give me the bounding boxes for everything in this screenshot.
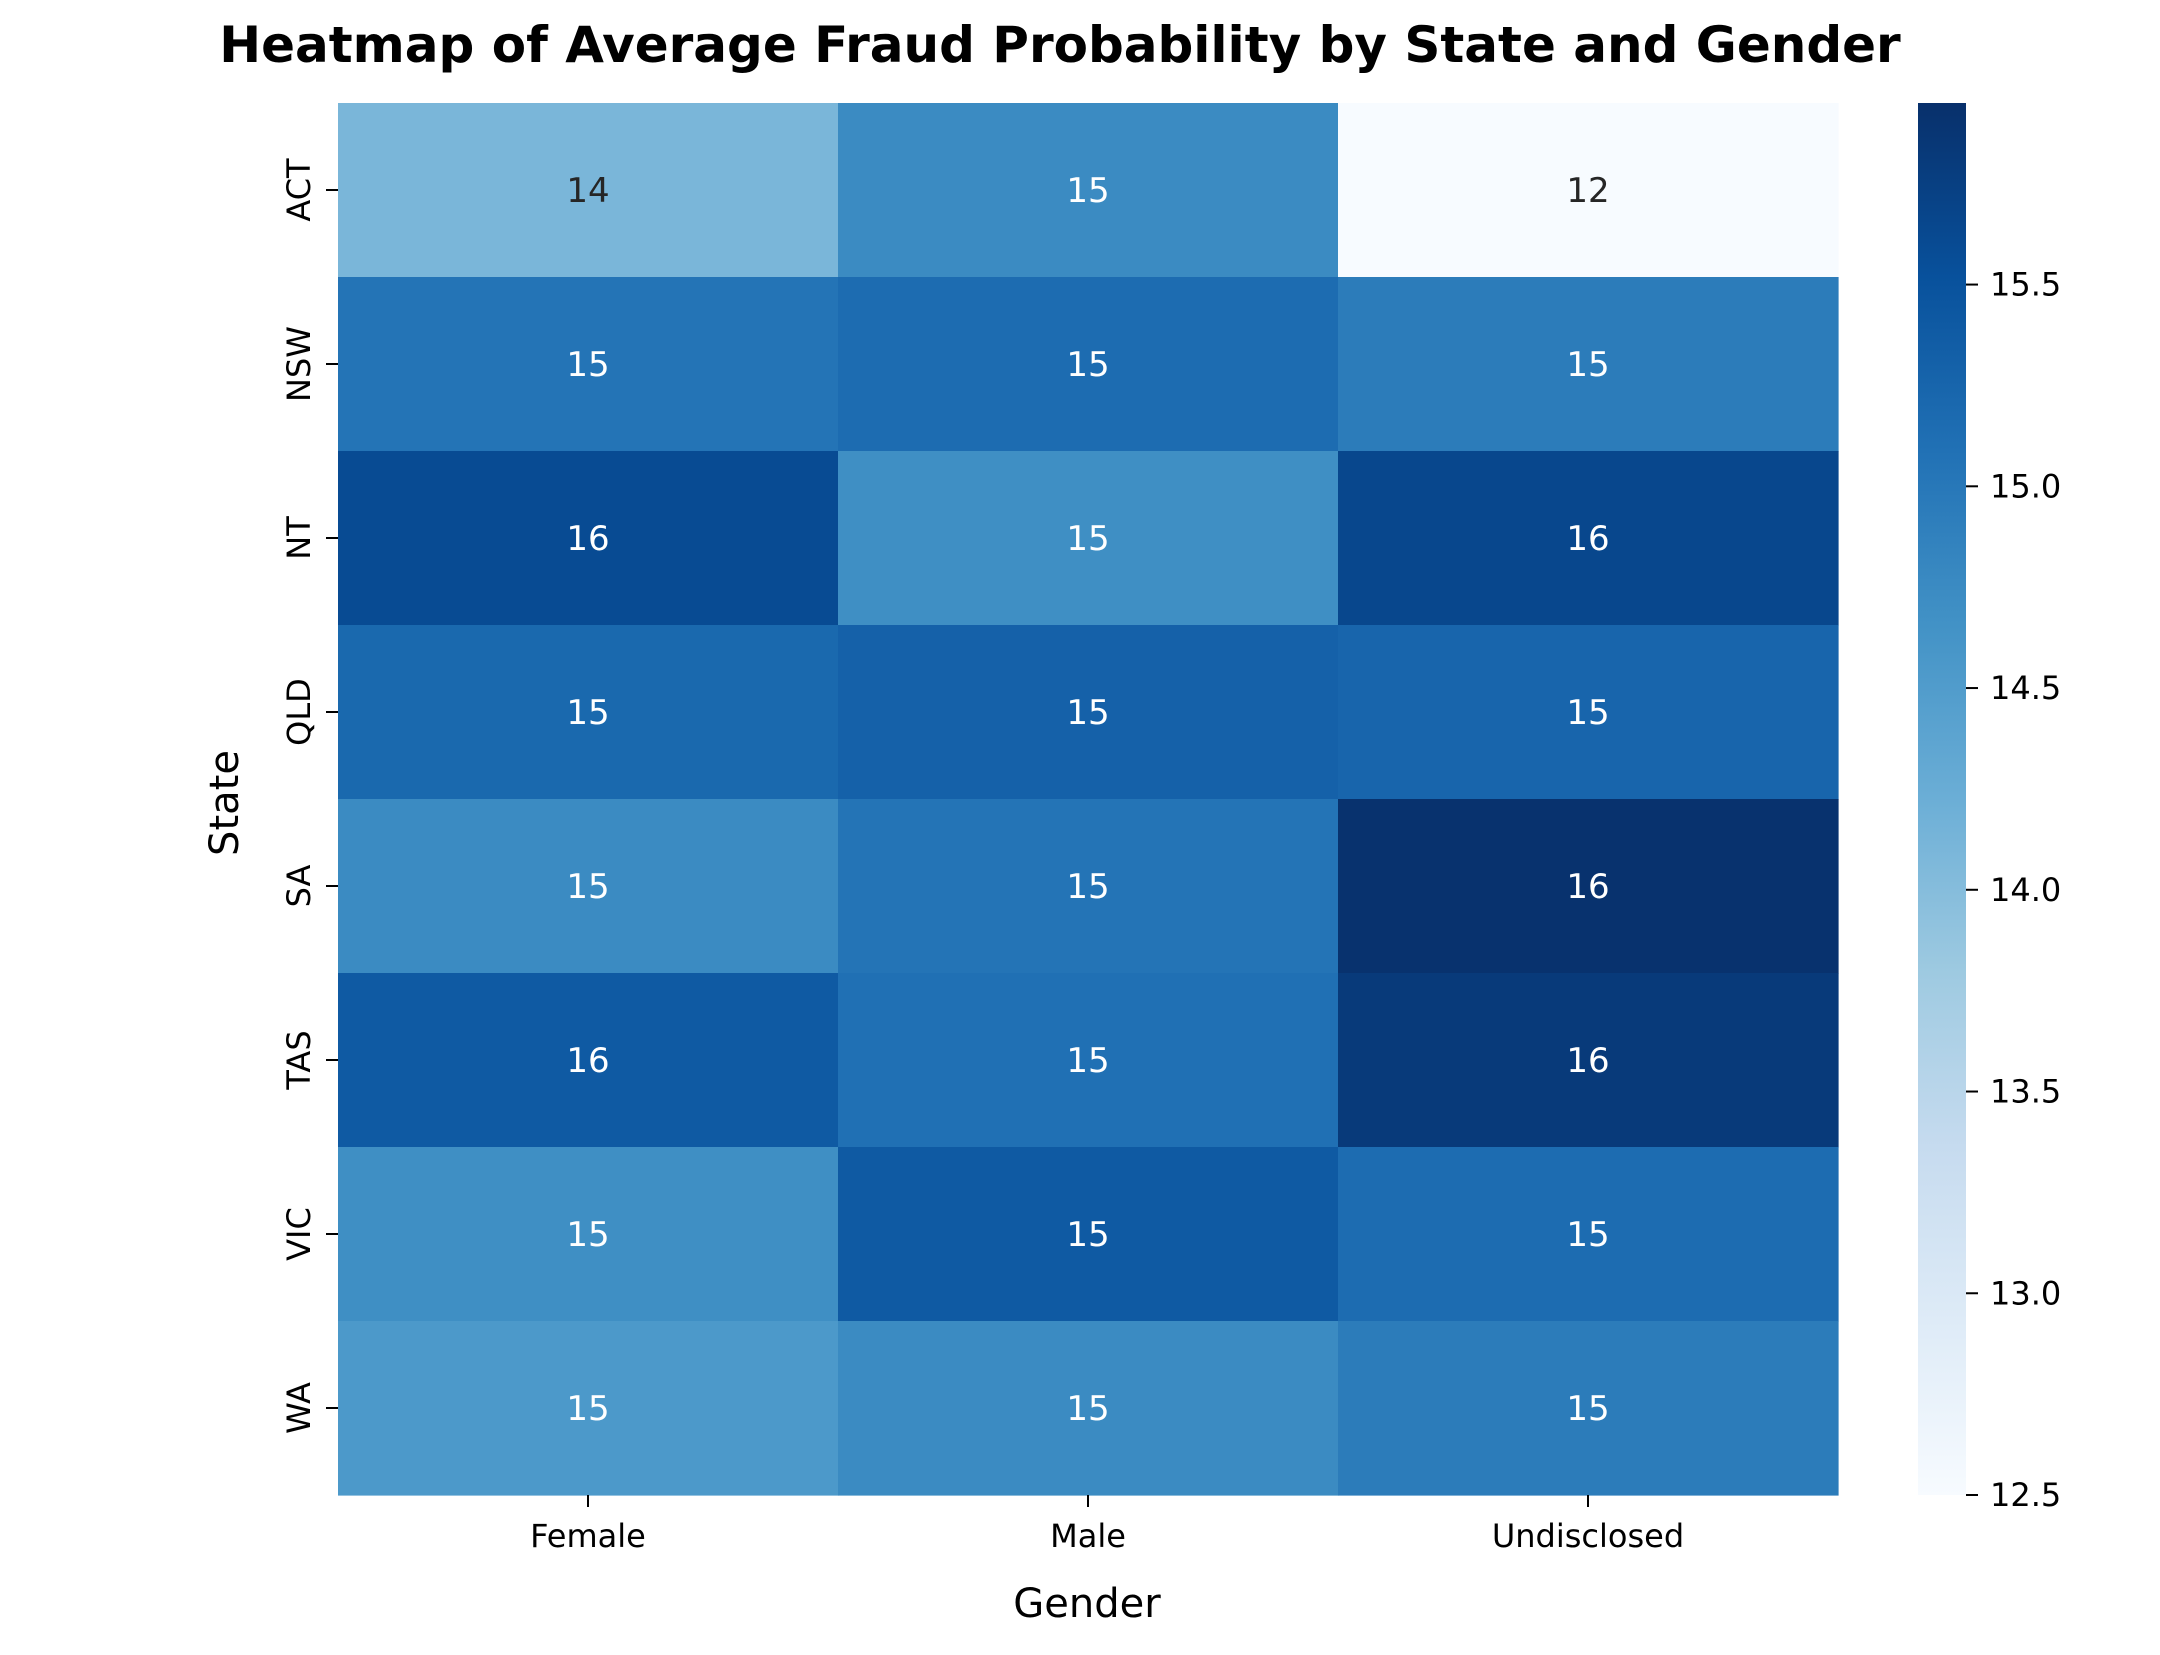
heatmap-cell-nt-male [838, 451, 1339, 626]
heatmap-cell-nsw-female [338, 277, 839, 452]
heatmap-cell-qld-male [838, 625, 1339, 800]
cell-value-label: 15 [1066, 867, 1109, 907]
heatmap-cell-labels: 14 15 12 15 15 15 16 15 16 15 15 15 15 15 16 16 15 16 15 15… [566, 171, 1609, 1429]
cell-value-label: 15 [566, 345, 609, 385]
heatmap-cell-tas-undisclosed [1338, 973, 1839, 1148]
heatmap-cell-nsw-undisclosed [1338, 277, 1839, 452]
x-axis-label: Gender [1013, 1581, 1161, 1627]
colorbar-tick-label: 12.5 [1990, 1476, 2061, 1514]
cell-value-label: 15 [1566, 1215, 1609, 1255]
colorbar-tick-label: 14.0 [1990, 871, 2061, 909]
heatmap-cell-wa-undisclosed [1338, 1321, 1839, 1496]
cell-value-label: 12 [1566, 171, 1609, 211]
y-tick-label: NSW [280, 326, 318, 402]
x-tick-label: Undisclosed [1492, 1517, 1684, 1555]
y-tick-label: VIC [280, 1207, 318, 1261]
y-tick-label: TAS [280, 1030, 318, 1090]
heatmap-cell-qld-female [338, 625, 839, 800]
heatmap-cell-wa-female [338, 1321, 839, 1496]
colorbar-axis: 12.5 13.0 13.5 14.0 14.5 15.0 15.5 [1966, 266, 2061, 1514]
heatmap-cell-nt-female [338, 451, 839, 626]
cell-value-label: 15 [1066, 1215, 1109, 1255]
colorbar-tick-label: 15.0 [1990, 467, 2061, 505]
cell-value-label: 16 [1566, 1041, 1609, 1081]
cell-value-label: 16 [566, 1041, 609, 1081]
colorbar-tick-label: 13.5 [1990, 1073, 2061, 1111]
cell-value-label: 15 [566, 1215, 609, 1255]
x-tick-label: Male [1050, 1517, 1126, 1555]
cell-value-label: 15 [1066, 1041, 1109, 1081]
heatmap-cell-tas-female [338, 973, 839, 1148]
heatmap-cell-tas-male [838, 973, 1339, 1148]
heatmap-cells [338, 103, 1839, 1496]
heatmap-cell-sa-male [838, 799, 1339, 974]
y-axis: ACT NSW NT QLD SA TAS VIC WA [280, 158, 338, 1434]
heatmap-cell-vic-male [838, 1147, 1339, 1322]
cell-value-label: 15 [1066, 519, 1109, 559]
heatmap-cell-nt-undisclosed [1338, 451, 1839, 626]
heatmap-cell-act-male [838, 103, 1339, 278]
cell-value-label: 16 [1566, 519, 1609, 559]
cell-value-label: 15 [1566, 1389, 1609, 1429]
cell-value-label: 15 [1066, 693, 1109, 733]
colorbar-tick-label: 14.5 [1990, 669, 2061, 707]
cell-value-label: 15 [1066, 171, 1109, 211]
cell-value-label: 15 [566, 867, 609, 907]
cell-value-label: 16 [1566, 867, 1609, 907]
cell-value-label: 15 [566, 693, 609, 733]
y-axis-label: State [202, 750, 248, 856]
colorbar [1918, 103, 1966, 1495]
heatmap-cell-vic-female [338, 1147, 839, 1322]
cell-value-label: 14 [566, 171, 609, 211]
heatmap-cell-wa-male [838, 1321, 1339, 1496]
y-tick-label: NT [280, 516, 318, 560]
heatmap-cell-sa-undisclosed [1338, 799, 1839, 974]
cell-value-label: 15 [1566, 345, 1609, 385]
y-tick-label: QLD [280, 678, 318, 746]
cell-value-label: 15 [1566, 693, 1609, 733]
heatmap-cell-act-female [338, 103, 839, 278]
cell-value-label: 15 [1066, 1389, 1109, 1429]
y-tick-label: ACT [280, 158, 318, 222]
y-tick-label: WA [280, 1382, 318, 1434]
heatmap-cell-vic-undisclosed [1338, 1147, 1839, 1322]
heatmap-cell-sa-female [338, 799, 839, 974]
x-tick-label: Female [530, 1517, 646, 1555]
cell-value-label: 15 [566, 1389, 609, 1429]
colorbar-tick-label: 13.0 [1990, 1274, 2061, 1312]
x-axis: Female Male Undisclosed [530, 1495, 1684, 1555]
chart-title: Heatmap of Average Fraud Probability by … [219, 16, 1901, 74]
cell-value-label: 15 [1066, 345, 1109, 385]
heatmap-cell-nsw-male [838, 277, 1339, 452]
cell-value-label: 16 [566, 519, 609, 559]
heatmap-cell-act-undisclosed [1338, 103, 1839, 278]
colorbar-tick-label: 15.5 [1990, 266, 2061, 304]
heatmap-cell-qld-undisclosed [1338, 625, 1839, 800]
y-tick-label: SA [280, 864, 318, 907]
